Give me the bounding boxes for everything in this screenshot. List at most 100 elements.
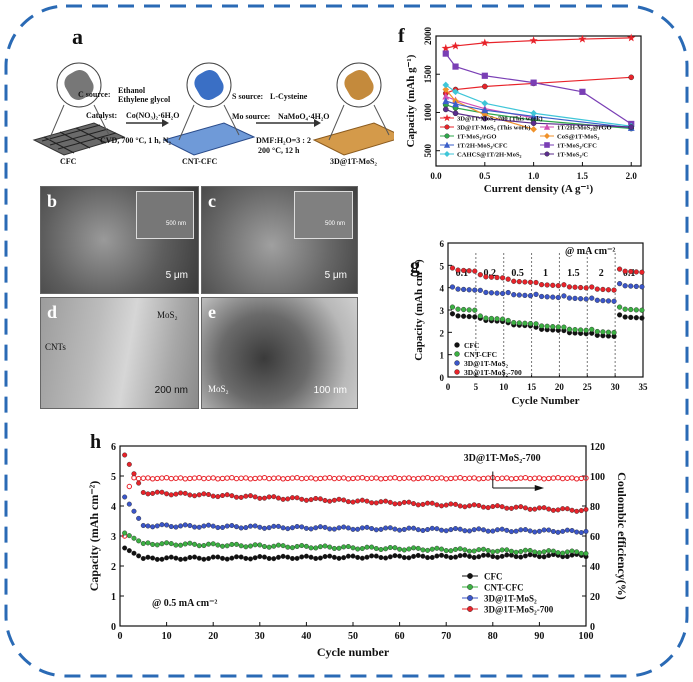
chart-h-series-2-point xyxy=(546,527,552,533)
chart-g-series-2-point xyxy=(472,287,478,293)
chart-g-series-1-point xyxy=(466,307,472,313)
chart-h-series-2-point xyxy=(359,525,365,531)
chart-g-series-3-point xyxy=(500,275,506,281)
chart-h-series-1-point xyxy=(439,546,445,552)
chart-h-series-0-point xyxy=(131,550,137,556)
chart-g-series-3-point xyxy=(594,286,600,292)
chart-f-series-4-point xyxy=(442,86,450,93)
chart-h-series-0-point xyxy=(192,554,198,560)
chart-h-series-3-point xyxy=(164,491,170,497)
chart-h-series-1-point xyxy=(480,546,486,552)
chart-g-series-3-point xyxy=(472,268,478,274)
chart-f-ytick-label: 2000 xyxy=(423,27,433,46)
chart-h-series-1-point xyxy=(136,538,142,544)
chart-h-series-1-point xyxy=(131,535,137,541)
micrograph-e-annot-mos2: MoS₂ xyxy=(208,384,229,394)
chart-h-series-0-point xyxy=(173,555,179,561)
chart-h-series-3-point xyxy=(257,495,263,501)
chart-g-series-0-point xyxy=(461,313,467,319)
chart-h-series-3-point xyxy=(252,494,258,500)
chart-f-series-4-point xyxy=(530,125,537,133)
chart-h-series-0-point xyxy=(187,554,193,560)
chart-h-ce-point xyxy=(159,475,165,481)
chart-f-series-7-point xyxy=(442,81,450,89)
chart-h-xtick-label: 10 xyxy=(162,631,172,642)
chart-h-series-1-point xyxy=(247,543,253,549)
chart-f-legend-4-label: CoS@1T-MoS₂ xyxy=(557,134,599,141)
chart-g-series-1-point xyxy=(505,317,511,324)
chart-h-series-0-point xyxy=(126,548,132,554)
chart-h-series-3-point xyxy=(471,502,477,508)
chart-g-rate-label: 0.2 xyxy=(484,268,497,279)
chart-h-series-2-point xyxy=(182,522,188,528)
chart-f-legend-2-marker xyxy=(543,123,551,130)
chart-h-series-2-point xyxy=(275,523,281,529)
chart-f-legend-2-label: 1T/2H-MoS₂@rGO xyxy=(557,125,612,132)
chart-h-series-0-point xyxy=(215,554,221,560)
chart-g-series-0-point xyxy=(455,313,461,319)
chart-h-series-0-point xyxy=(164,555,170,561)
chart-h-ce-point xyxy=(289,475,296,481)
chart-g-series-3-point xyxy=(566,284,573,290)
chart-h-series-3-point xyxy=(150,490,156,496)
chart-h-series-1-point xyxy=(303,543,309,549)
chart-g-series-3-point xyxy=(466,268,472,274)
chart-f-ytick-label: 1500 xyxy=(423,65,433,84)
chart-h-series-2-point xyxy=(518,527,524,533)
chart-g-ytick-label: 2 xyxy=(440,328,445,338)
chart-h-ce-point xyxy=(373,475,379,481)
chart-f-series-4-line xyxy=(445,89,534,130)
chart-h-series-1-point xyxy=(564,549,570,555)
chart-h-series-1-point xyxy=(308,545,314,551)
chart-h-series-2-point xyxy=(387,525,393,531)
chart-h-series-1-point xyxy=(578,550,584,556)
chart-h-series-3-point xyxy=(215,494,221,500)
chart-h-series-0-point xyxy=(313,555,319,561)
chart-f-legend-7-label: CAHCS@1T/2H-MoS₂ xyxy=(457,152,522,159)
micrograph-c-scale: 5 μm xyxy=(324,270,347,281)
chart-g-series-3-point xyxy=(455,267,461,273)
chart-g-series-3-point xyxy=(449,265,456,271)
chart-h-y2tick-label: 60 xyxy=(590,532,600,543)
chart-h-ce-point xyxy=(345,476,352,482)
chart-h-ce-point xyxy=(210,475,216,481)
chart-f-legend-8-marker xyxy=(544,151,550,157)
step1-c-source-label: C source: xyxy=(78,90,111,99)
chart-h-series-2-point xyxy=(233,524,239,530)
chart-h-series-2-point xyxy=(317,524,323,530)
chart-h-series-0-point xyxy=(350,553,356,559)
chart-g-series-2-point xyxy=(477,287,483,293)
chart-g-series-3-point xyxy=(589,284,595,290)
chart-f-legend-0-label: 3D@1T-MoS₂-700 (This work) xyxy=(457,116,543,123)
chart-h-series-3-point xyxy=(224,492,230,498)
chart-f-xtick-label: 0.5 xyxy=(479,171,491,181)
chart-h-series-2-point xyxy=(350,526,356,532)
chart-h-ce-point xyxy=(448,475,454,482)
chart-g-series-0-point xyxy=(466,313,472,320)
chart-f-series-8-point xyxy=(628,124,635,130)
chart-h-series-3-point xyxy=(159,489,165,495)
chart-h-series-0-point xyxy=(480,552,486,558)
chart-h-legend-2-marker xyxy=(467,595,473,601)
chart-h-series-2-point xyxy=(196,524,202,530)
chart-h-series-1-point xyxy=(485,548,491,554)
chart-h-series-2-point xyxy=(504,527,510,533)
chart-h-series-1-point xyxy=(555,550,561,556)
chart-h-ce-point xyxy=(340,475,347,481)
chart-h-series-1-point xyxy=(355,546,361,552)
chart-h-series-2-point xyxy=(364,524,370,530)
chart-h-series-3-point xyxy=(439,503,445,509)
chart-g-panel-label: g xyxy=(410,255,420,277)
chart-g-series-2-point xyxy=(461,286,467,293)
chart-h-ce-point xyxy=(126,483,133,490)
chart-h-series-1-point xyxy=(220,543,226,549)
micrograph-d-label: d xyxy=(47,302,58,322)
chart-h-series-0-point xyxy=(280,553,286,559)
chart-h-series-0-point xyxy=(494,554,500,560)
chart-h-series-0-point xyxy=(406,555,412,561)
chart-h-series-3-point xyxy=(383,498,389,504)
chart-h-series-3-point xyxy=(392,501,398,507)
chart-g-series-3-point xyxy=(511,278,517,284)
chart-h-series-1-point xyxy=(569,548,575,554)
chart-h-series-1-point xyxy=(383,546,389,552)
